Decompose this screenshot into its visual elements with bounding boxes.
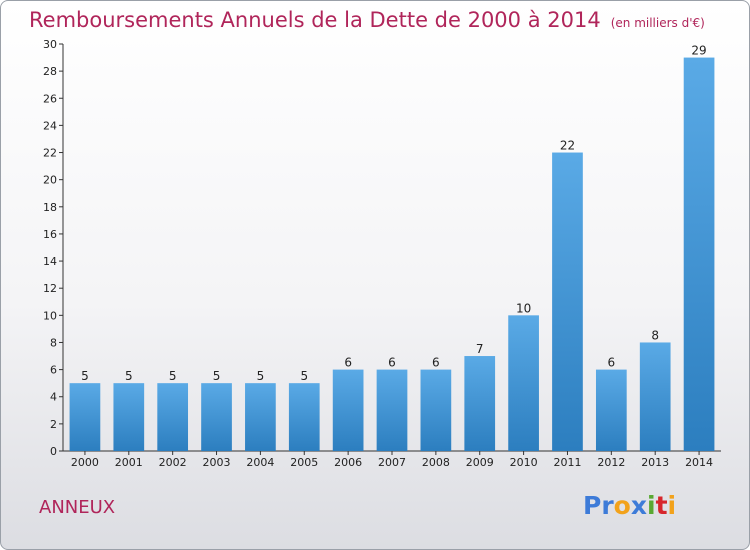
x-tick-label: 2006 (334, 456, 362, 469)
bar-value-label: 5 (125, 369, 133, 383)
bar-value-label: 5 (257, 369, 265, 383)
y-tick-label: 8 (50, 336, 57, 349)
bar-value-label: 5 (300, 369, 308, 383)
y-tick-label: 16 (43, 228, 57, 241)
chart-unit-label: (en milliers d'€) (610, 16, 705, 30)
bar-value-label: 5 (169, 369, 177, 383)
bar-2001 (113, 383, 145, 451)
bar-value-label: 8 (651, 328, 659, 342)
y-tick-label: 10 (43, 309, 57, 322)
bar-2014 (683, 57, 715, 452)
bar-value-label: 29 (691, 44, 706, 58)
y-tick-label: 18 (43, 201, 57, 214)
logo-letter: r (601, 491, 614, 520)
x-tick-label: 2003 (203, 456, 231, 469)
logo-letter: i (667, 491, 677, 520)
x-tick-label: 2004 (246, 456, 274, 469)
bar-2005 (288, 383, 320, 451)
bar-2002 (157, 383, 189, 451)
y-tick-label: 22 (43, 147, 57, 160)
bar-2013 (639, 342, 671, 451)
bar-value-label: 7 (476, 342, 484, 356)
y-tick-label: 2 (50, 418, 57, 431)
x-tick-label: 2011 (553, 456, 581, 469)
y-tick-label: 6 (50, 364, 57, 377)
y-tick-label: 28 (43, 65, 57, 78)
bar-value-label: 6 (432, 356, 440, 370)
bar-2006 (332, 369, 364, 451)
bar-value-label: 6 (608, 356, 616, 370)
logo-letter: o (613, 491, 631, 520)
x-tick-label: 2007 (378, 456, 406, 469)
x-tick-label: 2005 (290, 456, 318, 469)
bar-2010 (508, 315, 539, 451)
x-tick-label: 2008 (422, 456, 450, 469)
x-tick-label: 2009 (466, 456, 494, 469)
x-tick-label: 2012 (597, 456, 625, 469)
x-tick-label: 2000 (71, 456, 99, 469)
bar-value-label: 5 (213, 369, 221, 383)
bar-value-label: 6 (388, 356, 396, 370)
y-tick-label: 26 (43, 92, 57, 105)
logo-letter: t (655, 491, 668, 520)
y-tick-label: 14 (43, 255, 57, 268)
bar-value-label: 22 (560, 139, 575, 153)
x-tick-label: 2013 (641, 456, 669, 469)
bar-2008 (420, 369, 452, 451)
x-tick-label: 2002 (159, 456, 187, 469)
logo-letter: P (583, 491, 602, 520)
bar-2004 (245, 383, 276, 451)
logo-letter: x (630, 491, 647, 520)
y-tick-label: 20 (43, 174, 57, 187)
y-tick-label: 30 (43, 38, 57, 51)
bar-2012 (595, 369, 627, 451)
x-tick-label: 2014 (685, 456, 713, 469)
x-tick-label: 2001 (115, 456, 143, 469)
bar-2011 (552, 152, 583, 452)
x-tick-label: 2010 (510, 456, 538, 469)
proxiti-logo: Proxiti (583, 491, 676, 520)
chart-title: Remboursements Annuels de la Dette de 20… (29, 8, 705, 32)
bar-2003 (201, 383, 232, 451)
y-tick-label: 4 (50, 391, 57, 404)
bar-2009 (464, 356, 496, 451)
chart-title-text: Remboursements Annuels de la Dette de 20… (29, 8, 601, 32)
y-tick-label: 0 (50, 445, 57, 458)
bar-value-label: 6 (344, 356, 352, 370)
y-tick-label: 24 (43, 119, 57, 132)
bar-value-label: 5 (81, 369, 89, 383)
bar-2007 (376, 369, 408, 451)
y-tick-label: 12 (43, 282, 57, 295)
logo-letter: i (647, 491, 656, 520)
commune-name: ANNEUX (39, 497, 116, 518)
bar-2000 (69, 383, 101, 451)
bar-value-label: 10 (516, 301, 531, 315)
